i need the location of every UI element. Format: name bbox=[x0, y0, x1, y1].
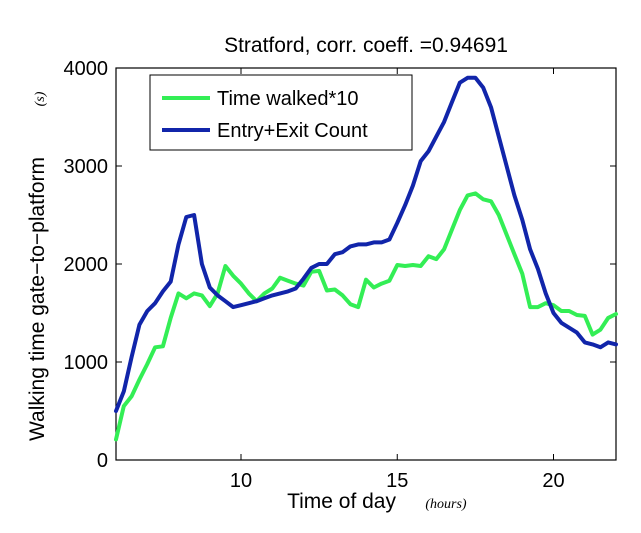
y-axis-label: Walking time gate−to−platform bbox=[26, 157, 49, 441]
y-axis: 0 1000 2000 3000 4000 bbox=[64, 58, 616, 472]
x-tick-label: 20 bbox=[542, 470, 564, 492]
chart-title: Stratford, corr. coeff. =0.94691 bbox=[224, 34, 508, 57]
series-line-time-walked-10 bbox=[114, 191, 618, 442]
legend-box bbox=[149, 74, 413, 151]
legend-label-entry-exit: Entry+Exit Count bbox=[217, 120, 368, 142]
series-group bbox=[114, 75, 618, 442]
legend: Time walked*10 Entry+Exit Count bbox=[149, 74, 413, 151]
x-axis: 10 15 20 bbox=[230, 68, 565, 492]
x-axis-unit: (hours) bbox=[425, 497, 467, 512]
y-tick-label: 2000 bbox=[64, 254, 109, 276]
y-tick-label: 4000 bbox=[64, 58, 109, 80]
x-tick-label: 15 bbox=[386, 470, 408, 492]
x-tick-label: 10 bbox=[230, 470, 252, 492]
y-tick-label: 1000 bbox=[64, 352, 109, 374]
legend-label-time-walked: Time walked*10 bbox=[217, 88, 359, 110]
series-line-entry-exit-count bbox=[114, 75, 618, 413]
x-axis-label: Time of day bbox=[287, 490, 396, 513]
y-tick-label: 3000 bbox=[64, 156, 109, 178]
y-tick-label: 0 bbox=[97, 450, 108, 472]
y-axis-unit: (s) bbox=[33, 91, 48, 106]
